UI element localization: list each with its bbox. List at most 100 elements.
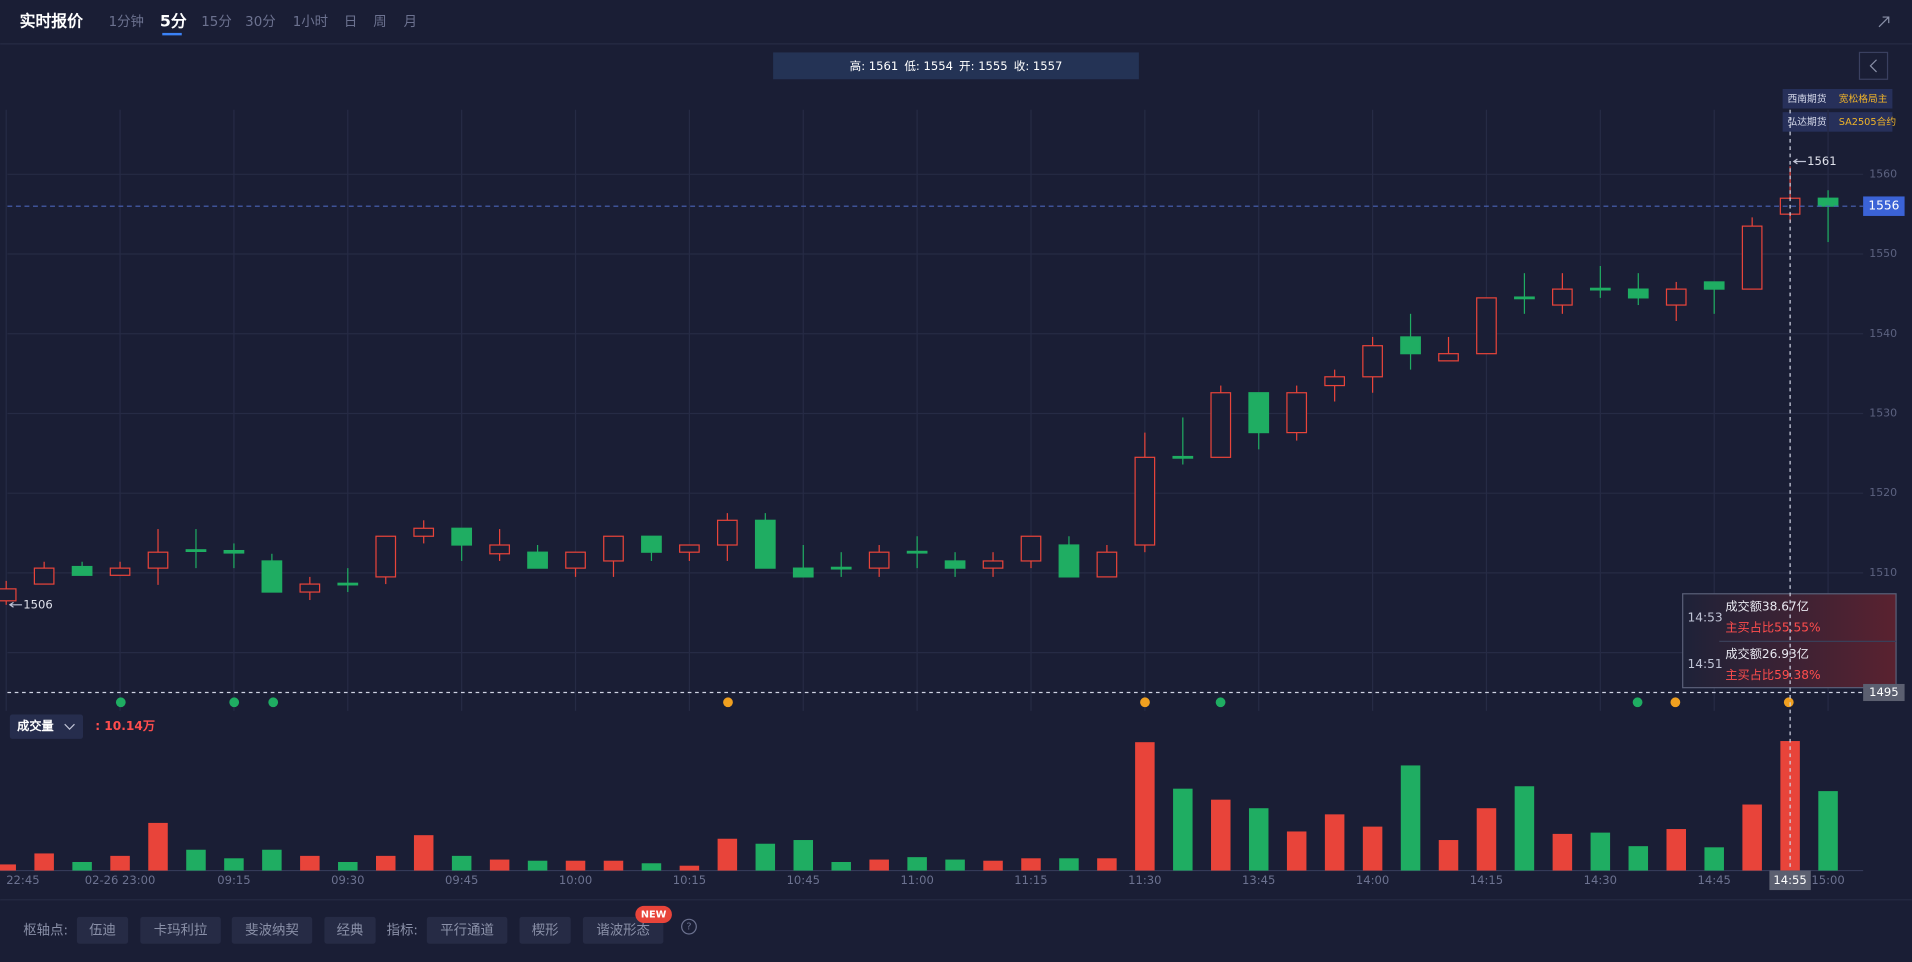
candle-body [1741,225,1763,290]
volume-bar [565,860,586,871]
candle-body [1020,535,1042,562]
side-toggle[interactable] [1858,51,1889,80]
pivot-button[interactable]: 伍迪 [76,916,129,944]
volume-bar [262,849,282,871]
last-price-tag [1863,196,1905,216]
button-text: 经典 [337,922,364,938]
volume-bar [1742,804,1762,871]
pivot-label: 枢轴点: [23,922,68,938]
volume-bar [1021,858,1041,871]
indicator-button[interactable]: 平行通道 [426,916,508,944]
candle-body [451,527,473,546]
info-key: 收: [1014,58,1029,72]
volume-bar [110,855,130,871]
candle-body [0,588,17,602]
tag-source: 弘达期货 [1788,115,1827,128]
volume-bar [603,860,624,871]
event-amount: 成交额38.67亿 [1725,599,1809,614]
y-tick-label: 1560 [1869,167,1897,180]
tab[interactable]: 30分 [245,14,275,30]
x-tick-label: 13:45 [1242,873,1275,887]
x-tick-label: 09:45 [445,873,478,887]
info-value: 1557 [1033,58,1062,72]
candle [1058,536,1080,578]
event-icon [1670,697,1681,708]
tab[interactable]: 5分 [160,11,187,30]
volume-bar [72,861,92,871]
candle [1134,432,1156,553]
help-icon[interactable] [681,918,697,935]
candle [1627,273,1649,306]
candle [1665,281,1687,321]
button-bg [140,916,221,944]
indicator-button[interactable]: 谐波形态 [582,916,664,944]
candle [1210,385,1232,458]
tab[interactable]: 15分 [201,14,231,30]
candle [1400,313,1421,370]
candle-body [868,551,890,569]
volume-bar [717,838,738,871]
candle [299,576,321,601]
tab[interactable]: 周 [373,15,386,30]
candle [792,545,814,578]
x-tick-label: 15:00 [1811,873,1844,887]
candle [185,529,207,569]
pivot-button[interactable]: 卡玛利拉 [140,916,221,944]
candle-body [1627,288,1649,299]
event-icon [1632,697,1643,708]
volume-bar [34,853,54,871]
candle [1324,369,1346,402]
candle [1514,273,1535,314]
event-icon [268,697,279,708]
button-bg [582,916,664,944]
candle [1020,535,1042,569]
candle [451,527,473,561]
y-tick-label: 1520 [1869,486,1897,499]
collapse-icon[interactable] [1878,16,1890,28]
candle [223,543,245,569]
volume-bar [793,840,814,871]
volume-bar [527,860,548,871]
tab[interactable]: 日 [344,15,357,30]
candle-body [1134,456,1156,546]
candle-body [944,560,966,569]
tab[interactable]: 1小时 [293,14,328,30]
tab[interactable]: 月 [404,15,417,30]
tag-text: 宽松格局主 [1839,92,1888,105]
candle [489,529,510,561]
candle [982,552,1004,577]
volume-bar [1666,829,1686,871]
pivot-button[interactable]: 经典 [324,916,376,944]
indicator-button[interactable]: 楔形 [519,916,571,944]
volume-bar [1514,786,1535,871]
candle-body [299,583,321,593]
button-bg [324,916,376,944]
candle [1476,297,1497,355]
candle-body [1096,551,1118,578]
candle [1096,545,1118,578]
volume-selector[interactable] [9,714,84,739]
candle [1438,336,1459,362]
candle [641,535,662,561]
tag-box[interactable] [1782,112,1893,132]
button-bg [519,916,571,944]
x-tick-label: 10:15 [673,873,706,887]
volume-bar [489,859,510,871]
info-key: 开: [959,58,974,72]
info-value: 1561 [869,58,898,72]
tag-box[interactable] [1782,89,1893,109]
candle [109,561,131,576]
tab[interactable]: 1分钟 [109,13,144,30]
volume-bar [1818,791,1838,871]
volume-bar [1704,847,1724,871]
trade-tooltip: 14:53 成交额38.67亿 主买占比55.55% 14:51 成交额26.9… [1682,593,1897,689]
candle [603,535,624,577]
candle-body [1703,281,1725,290]
candle-body [565,551,586,569]
candle [71,561,93,576]
y-tick-label: 1530 [1869,406,1897,419]
pivot-button[interactable]: 斐波纳契 [231,916,313,944]
volume-bar [1286,831,1307,871]
